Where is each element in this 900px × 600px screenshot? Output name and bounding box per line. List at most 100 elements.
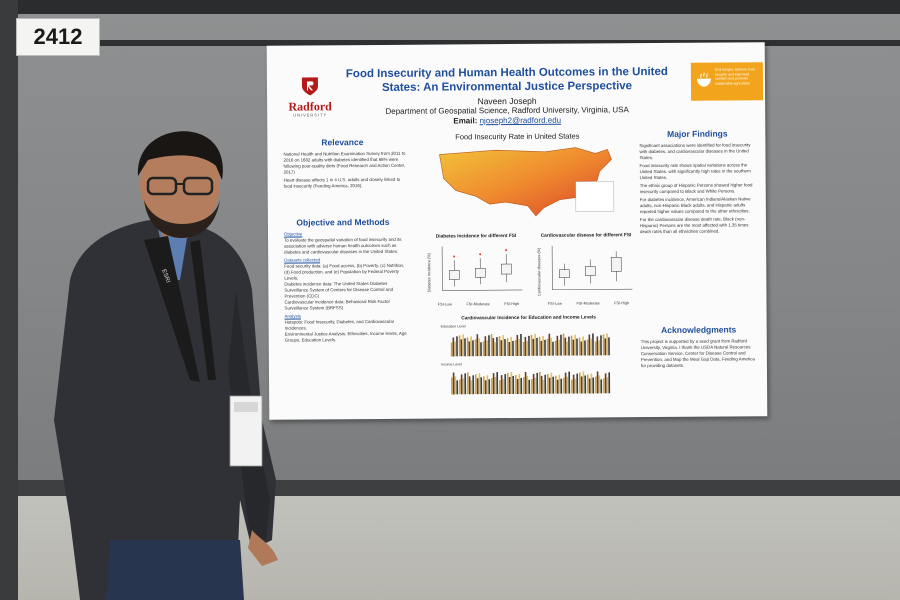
bar bbox=[504, 374, 507, 395]
findings-list: Significant associations were identified… bbox=[639, 142, 760, 235]
box-fsi-moderate bbox=[584, 259, 596, 284]
bar bbox=[532, 373, 535, 394]
bar bbox=[584, 375, 587, 394]
bar bbox=[552, 376, 555, 394]
bar bbox=[468, 376, 471, 395]
bar bbox=[564, 372, 567, 394]
bar bbox=[488, 379, 491, 395]
bar bbox=[526, 375, 529, 394]
bar bbox=[502, 335, 505, 357]
diabetes-chart-title: Diabetes Incidence for different FSI bbox=[435, 234, 517, 240]
bar bbox=[558, 339, 561, 356]
finding-item-1: Significant associations were identified… bbox=[639, 142, 751, 161]
box-fsi-high bbox=[500, 254, 512, 283]
map-legend-box bbox=[575, 181, 615, 212]
email-link: njoseph2@radford.edu bbox=[479, 115, 562, 126]
bar bbox=[574, 334, 577, 356]
bar bbox=[572, 339, 575, 356]
bar bbox=[578, 372, 581, 394]
email-label: Email: bbox=[453, 116, 478, 126]
bar bbox=[462, 378, 465, 395]
bowl-icon bbox=[696, 72, 711, 87]
diabetes-x-labels: FSI-Low FSI-Moderate FSI-High bbox=[430, 302, 526, 307]
bar bbox=[608, 337, 610, 356]
bar bbox=[568, 371, 571, 394]
bar bbox=[532, 338, 535, 356]
diabetes-boxplot bbox=[441, 246, 523, 291]
glasses-icon bbox=[146, 176, 214, 196]
bar bbox=[466, 337, 469, 357]
bar bbox=[534, 377, 537, 394]
bar bbox=[558, 374, 561, 394]
bar bbox=[454, 341, 457, 357]
bar bbox=[571, 379, 573, 394]
bar bbox=[502, 379, 505, 395]
bar bbox=[528, 335, 530, 356]
bar bbox=[491, 378, 493, 395]
presenter-person: ESRI bbox=[54, 131, 278, 600]
bar bbox=[508, 342, 511, 357]
bar bbox=[474, 374, 477, 395]
bar bbox=[568, 336, 570, 356]
bar bbox=[524, 336, 527, 356]
bar bbox=[456, 336, 458, 357]
bar bbox=[476, 334, 479, 357]
poster-email-line: Email: njoseph2@radford.edu bbox=[337, 115, 677, 127]
bar bbox=[556, 335, 559, 356]
bar bbox=[494, 377, 497, 395]
bar bbox=[462, 334, 465, 357]
box-fsi-moderate bbox=[475, 258, 486, 285]
lanyard-strap-right bbox=[190, 240, 216, 380]
findings-heading: Major Findings bbox=[667, 128, 728, 139]
bar bbox=[566, 341, 569, 356]
bar bbox=[484, 380, 487, 395]
bar bbox=[546, 373, 549, 394]
bar bbox=[564, 337, 567, 356]
bar bbox=[548, 333, 551, 356]
bar bbox=[470, 336, 473, 357]
bar bbox=[604, 338, 607, 356]
jeans bbox=[106, 540, 244, 600]
bar bbox=[602, 334, 605, 356]
bar bbox=[606, 333, 609, 356]
bar bbox=[472, 340, 474, 357]
finding-item-5: For the cardiovascular disease death rat… bbox=[639, 216, 749, 235]
lanyard-strap bbox=[144, 236, 200, 382]
bar bbox=[523, 376, 525, 394]
bar bbox=[486, 375, 489, 395]
bar bbox=[604, 373, 607, 394]
bar bbox=[524, 371, 527, 394]
bar bbox=[603, 378, 605, 394]
acknowledgments-text: This project is supported by a seed gran… bbox=[640, 338, 755, 369]
bar bbox=[548, 377, 551, 394]
bar bbox=[606, 377, 609, 394]
bar bbox=[552, 341, 554, 356]
bar bbox=[476, 378, 479, 395]
cardio-boxplot bbox=[551, 245, 633, 291]
bar bbox=[500, 340, 503, 357]
bar bbox=[600, 335, 602, 356]
bar bbox=[508, 377, 511, 395]
finding-item-4: For diabetes incidence, American Indians… bbox=[639, 196, 751, 215]
bar bbox=[556, 379, 559, 394]
bar bbox=[546, 338, 549, 356]
bar bbox=[554, 340, 557, 356]
research-poster: Radford UNIVERSITY Food Insecurity and H… bbox=[266, 42, 768, 420]
bar bbox=[590, 373, 593, 394]
bars-label-education: Education Level bbox=[440, 324, 466, 329]
bar bbox=[540, 375, 543, 394]
radford-shield-icon bbox=[301, 77, 318, 96]
finding-item-2: Food insecurity rate shows spatial varia… bbox=[639, 162, 751, 181]
diabetes-x-label-high: FSI-High bbox=[504, 301, 520, 307]
bar bbox=[588, 378, 591, 394]
bar bbox=[544, 339, 546, 356]
board-top-frame bbox=[16, 40, 900, 46]
bar bbox=[474, 339, 477, 357]
box-fsi-high bbox=[610, 251, 622, 282]
bar bbox=[480, 342, 482, 357]
booth-number-sign: 2412 bbox=[16, 18, 100, 56]
bar bbox=[528, 379, 531, 394]
bar bbox=[587, 374, 589, 394]
bar bbox=[518, 373, 521, 394]
hand bbox=[248, 530, 278, 566]
